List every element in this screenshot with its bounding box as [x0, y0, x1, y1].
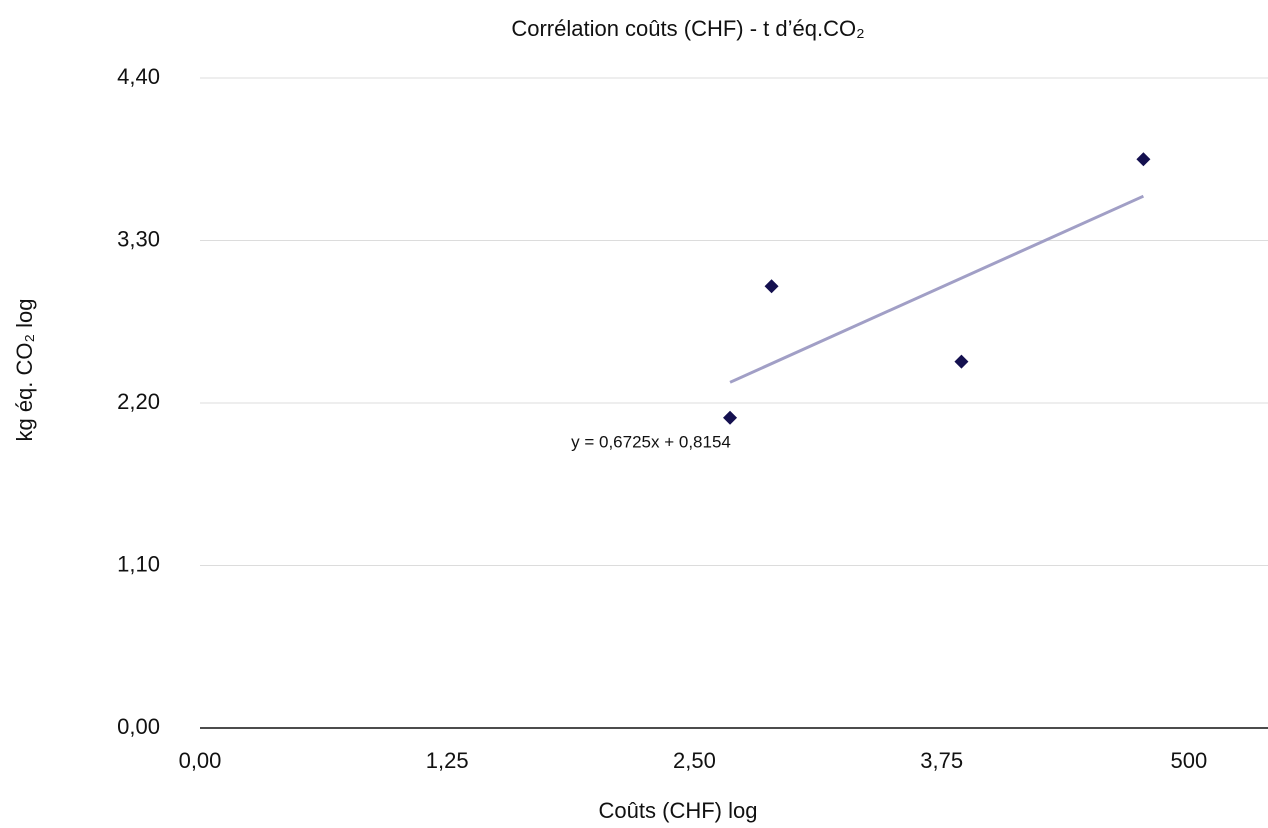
trendline-equation: y = 0,6725x + 0,8154	[571, 432, 731, 451]
point	[764, 279, 779, 294]
x-tick-label: 0,00	[179, 748, 222, 773]
y-tick-label: 3,30	[117, 226, 160, 251]
y-tick-label: 1,10	[117, 551, 160, 576]
x-tick-label: 3,75	[920, 748, 963, 773]
x-axis-label: Coûts (CHF) log	[599, 798, 758, 823]
y-tick-label: 4,40	[117, 64, 160, 89]
trendline	[729, 194, 1145, 384]
point	[1136, 152, 1151, 167]
x-tick-label: 1,25	[426, 748, 469, 773]
x-tick-label: 2,50	[673, 748, 716, 773]
point	[954, 354, 969, 369]
y-axis-label: kg éq. CO₂ log	[12, 298, 37, 441]
chart-title: Corrélation coûts (CHF) - t d’éq.CO₂	[511, 16, 864, 41]
x-tick-label: 500	[1171, 748, 1208, 773]
y-tick-label: 2,20	[117, 389, 160, 414]
y-tick-label: 0,00	[117, 714, 160, 739]
point	[723, 410, 738, 425]
